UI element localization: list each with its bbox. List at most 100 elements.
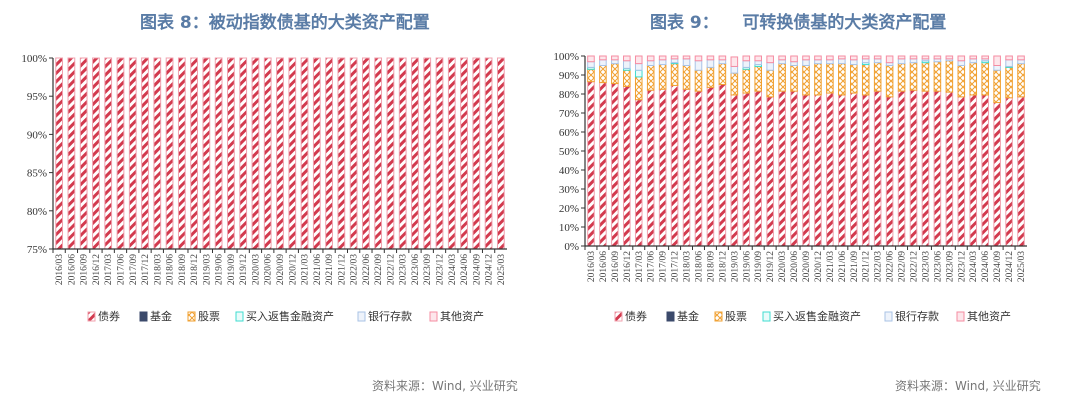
bar-segment-stock: [921, 62, 930, 92]
x-tick-label: 2021/09: [325, 254, 335, 285]
x-tick-label: 2018/03: [683, 251, 693, 282]
x-tick-label: 2018/06: [166, 254, 176, 285]
bar-segment-bank: [587, 61, 595, 68]
bar-segment-stock: [873, 62, 882, 92]
x-tick-label: 2019/06: [215, 254, 225, 285]
bar-segment-bank: [849, 59, 858, 66]
bar-segment-other: [885, 55, 894, 64]
bar-segment-stock: [981, 62, 989, 96]
y-tick-label: 95%: [27, 91, 47, 103]
bar-segment-other: [730, 56, 739, 67]
x-tick-label: 2018/12: [718, 251, 728, 282]
bar-segment-stock: [611, 63, 619, 85]
x-tick-label: 2021/06: [313, 254, 323, 285]
bar-segment-other: [945, 55, 954, 60]
bar-segment-other: [658, 55, 667, 61]
x-tick-label: 2017/06: [116, 254, 126, 285]
legend-swatch-other: [956, 311, 965, 322]
y-tick-label: 20%: [559, 203, 579, 215]
chart-8-source: 资料来源：Wind, 兴业研究: [372, 379, 518, 393]
legend-label-fund: 基金: [150, 309, 172, 323]
bar-segment-other: [969, 55, 978, 60]
bar-segment-other: [838, 55, 846, 60]
bar-segment-bond: [861, 94, 870, 247]
bar-segment-bond: [766, 96, 774, 247]
bar-segment-stock: [957, 65, 966, 98]
x-tick-label: 2024/03: [969, 251, 979, 282]
x-tick-label: 2018/09: [178, 254, 188, 285]
bar-segment-bond: [263, 57, 272, 250]
bar-segment-stock: [933, 61, 942, 92]
bar-segment-stock: [897, 63, 906, 92]
bar-segment-bank: [766, 62, 774, 71]
bar-segment-other: [1017, 55, 1025, 61]
x-tick-label: 2018/12: [190, 254, 200, 285]
bar-segment-bond: [55, 57, 64, 250]
bar-segment-bond: [849, 92, 858, 247]
bar-segment-bank: [742, 60, 751, 68]
y-tick-label: 40%: [559, 165, 579, 177]
bar-segment-other: [826, 55, 834, 61]
bar-segment-bond: [460, 57, 468, 250]
legend-label-bond: 债券: [625, 309, 647, 323]
bar-segment-other: [611, 55, 619, 61]
x-tick-label: 2025/03: [1017, 251, 1027, 282]
bar-segment-bond: [337, 57, 346, 250]
legend-label-bond: 债券: [98, 309, 120, 323]
y-tick-label: 100%: [21, 53, 47, 65]
bar-segment-stock: [993, 69, 1001, 104]
x-tick-label: 2016/03: [587, 251, 597, 282]
bar-segment-bond: [1005, 97, 1013, 247]
x-tick-label: 2016/06: [599, 251, 609, 282]
y-tick-label: 30%: [559, 184, 579, 196]
bar-segment-stock: [718, 63, 727, 85]
x-tick-label: 2020/09: [802, 251, 812, 282]
x-tick-label: 2023/03: [921, 251, 931, 282]
x-tick-label: 2016/06: [67, 254, 77, 285]
legend-swatch-bank: [357, 311, 366, 322]
bar-segment-other: [849, 55, 858, 61]
x-tick-label: 2019/12: [766, 251, 776, 282]
x-tick-label: 2019/09: [754, 251, 764, 282]
bar-segment-stock: [1005, 66, 1013, 99]
x-tick-label: 2019/03: [730, 251, 740, 282]
bar-segment-stock: [730, 72, 739, 96]
bar-segment-bond: [682, 88, 691, 247]
bar-segment-bond: [670, 84, 679, 247]
x-tick-label: 2020/06: [264, 254, 274, 285]
bar-segment-bond: [349, 57, 358, 250]
legend-label-bank: 银行存款: [895, 309, 939, 323]
bar-segment-bank: [718, 59, 727, 65]
bar-segment-bank: [957, 60, 966, 66]
bar-segment-other: [909, 55, 918, 60]
bar-segment-bond: [362, 57, 370, 250]
bar-segment-bank: [826, 59, 834, 65]
bar-segment-other: [814, 55, 822, 61]
x-tick-label: 2022/09: [898, 251, 908, 282]
bar-segment-bond: [190, 57, 198, 250]
bar-segment-bank: [909, 58, 918, 64]
bar-segment-bond: [374, 57, 383, 250]
bar-segment-other: [623, 55, 631, 62]
x-tick-label: 2024/12: [485, 254, 495, 285]
bar-segment-bank: [611, 59, 619, 65]
y-tick-label: 0%: [564, 241, 579, 253]
bar-segment-bond: [814, 94, 822, 247]
bar-segment-other: [646, 55, 655, 62]
bar-segment-bond: [177, 57, 186, 250]
bar-segment-stock: [790, 65, 798, 92]
x-tick-label: 2022/09: [374, 254, 384, 285]
bar-segment-bank: [634, 63, 643, 71]
bar-segment-stock: [802, 65, 810, 96]
bar-segment-bond: [957, 96, 966, 247]
bar-segment-bond: [67, 57, 76, 250]
bar-segment-bond: [742, 92, 751, 247]
bar-segment-bond: [472, 57, 481, 250]
bar-segment-stock: [658, 64, 667, 90]
y-tick-label: 50%: [559, 146, 579, 158]
bar-segment-bond: [933, 90, 942, 247]
y-tick-label: 75%: [27, 244, 47, 256]
bar-segment-bank: [1017, 59, 1025, 65]
bar-segment-other: [957, 55, 966, 62]
bar-segment-bank: [623, 60, 631, 69]
